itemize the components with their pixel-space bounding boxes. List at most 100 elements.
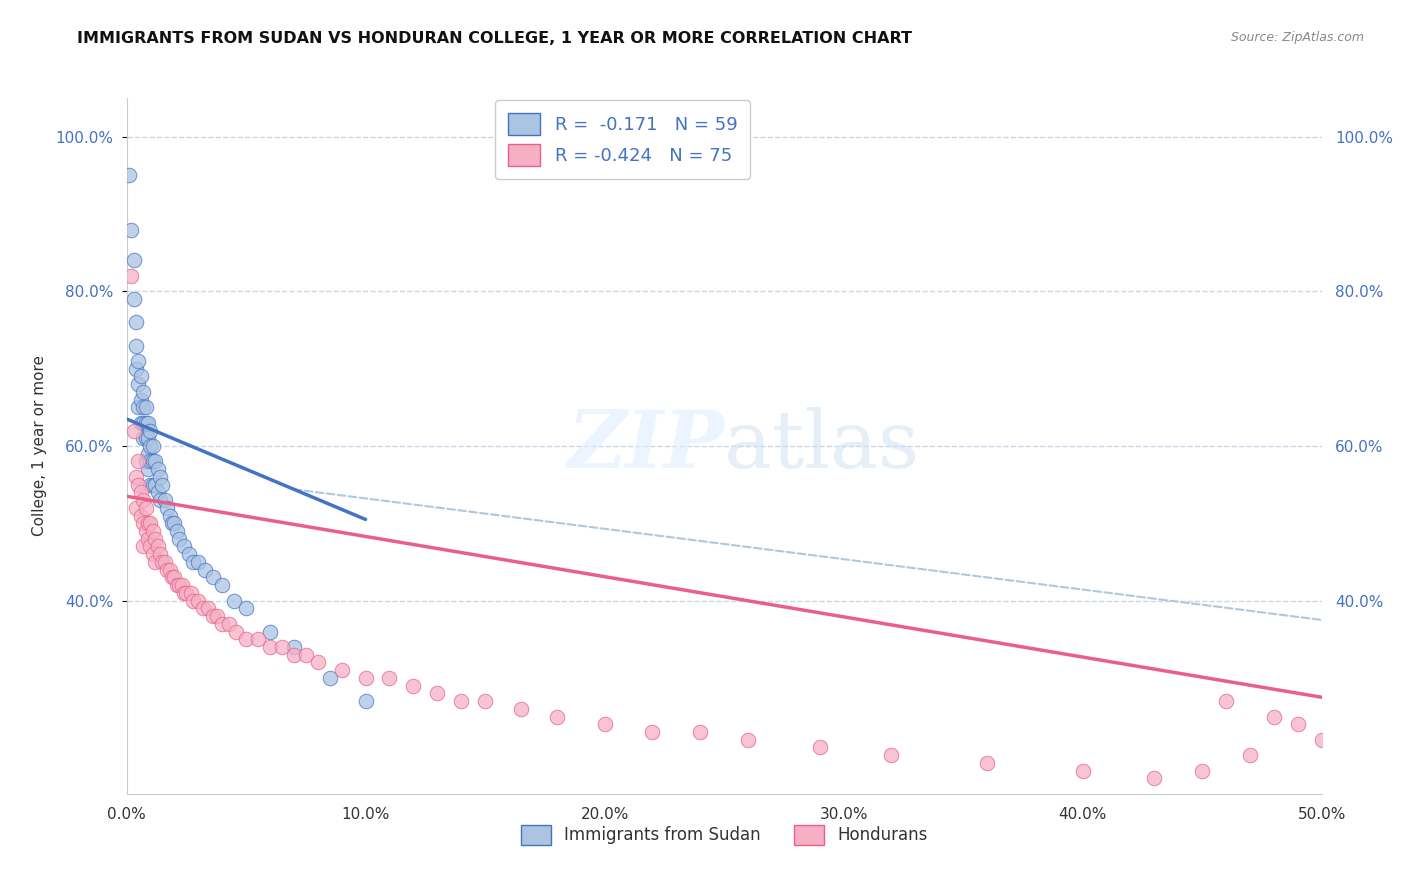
Point xyxy=(132,416,155,430)
Point xyxy=(150,555,174,569)
Point xyxy=(167,532,190,546)
Point xyxy=(247,632,270,647)
Point xyxy=(1263,709,1285,723)
Point xyxy=(180,586,202,600)
Point xyxy=(641,725,664,739)
Point xyxy=(132,540,155,554)
Point xyxy=(146,540,169,554)
Point xyxy=(163,570,186,584)
Point xyxy=(156,563,179,577)
Point xyxy=(143,532,166,546)
Point xyxy=(207,609,229,624)
Point xyxy=(159,508,181,523)
Point xyxy=(402,679,425,693)
Point xyxy=(1191,764,1213,778)
Point xyxy=(976,756,998,770)
Point xyxy=(737,732,759,747)
Point xyxy=(143,454,166,468)
Point xyxy=(330,663,353,677)
Point xyxy=(132,431,155,445)
Point xyxy=(122,424,145,438)
Point xyxy=(191,601,214,615)
Point xyxy=(120,268,142,283)
Point xyxy=(132,401,155,415)
Point xyxy=(136,532,159,546)
Point xyxy=(426,686,449,700)
Point xyxy=(509,702,531,716)
Point xyxy=(136,462,159,476)
Point xyxy=(177,547,200,561)
Point xyxy=(149,470,172,484)
Point xyxy=(318,671,342,685)
Point xyxy=(211,578,233,592)
Point xyxy=(1215,694,1237,708)
Point xyxy=(270,640,294,654)
Point xyxy=(127,377,149,392)
Point xyxy=(122,292,145,306)
Point xyxy=(450,694,472,708)
Point xyxy=(135,524,157,538)
Point xyxy=(136,516,159,531)
Point xyxy=(125,500,148,515)
Point xyxy=(135,431,157,445)
Point xyxy=(153,555,176,569)
Point xyxy=(150,477,174,491)
Point xyxy=(163,516,186,531)
Point xyxy=(149,547,172,561)
Point xyxy=(160,516,183,531)
Point xyxy=(354,694,377,708)
Point xyxy=(194,563,217,577)
Point xyxy=(136,431,159,445)
Point xyxy=(173,540,195,554)
Point xyxy=(294,648,316,662)
Legend: Immigrants from Sudan, Hondurans: Immigrants from Sudan, Hondurans xyxy=(515,818,934,852)
Point xyxy=(127,454,149,468)
Point xyxy=(139,454,162,468)
Point xyxy=(235,601,257,615)
Point xyxy=(593,717,616,731)
Point xyxy=(197,601,219,615)
Point xyxy=(149,493,172,508)
Point xyxy=(1310,732,1333,747)
Point xyxy=(127,477,149,491)
Point xyxy=(142,454,165,468)
Point xyxy=(211,616,233,631)
Point xyxy=(183,555,205,569)
Point xyxy=(225,624,247,639)
Point xyxy=(142,524,165,538)
Point xyxy=(129,508,152,523)
Point xyxy=(129,392,152,407)
Point xyxy=(235,632,257,647)
Point xyxy=(139,424,162,438)
Point xyxy=(129,485,152,500)
Point xyxy=(1286,717,1309,731)
Point xyxy=(259,640,281,654)
Point xyxy=(259,624,281,639)
Text: ZIP: ZIP xyxy=(567,408,724,484)
Point xyxy=(160,570,183,584)
Text: Source: ZipAtlas.com: Source: ZipAtlas.com xyxy=(1230,31,1364,45)
Point xyxy=(170,578,193,592)
Point xyxy=(127,354,149,368)
Point xyxy=(218,616,240,631)
Point xyxy=(808,740,831,755)
Point xyxy=(143,555,166,569)
Point xyxy=(125,315,148,329)
Point xyxy=(125,361,148,376)
Point xyxy=(187,593,209,607)
Point xyxy=(132,516,155,531)
Point xyxy=(120,222,142,236)
Point xyxy=(139,477,162,491)
Point xyxy=(129,416,152,430)
Point xyxy=(880,748,903,763)
Point xyxy=(139,540,162,554)
Point xyxy=(546,709,568,723)
Point xyxy=(139,439,162,453)
Point xyxy=(354,671,377,685)
Point xyxy=(1143,772,1166,786)
Point xyxy=(122,253,145,268)
Point xyxy=(1071,764,1094,778)
Point xyxy=(167,578,190,592)
Point xyxy=(132,493,155,508)
Point xyxy=(283,640,305,654)
